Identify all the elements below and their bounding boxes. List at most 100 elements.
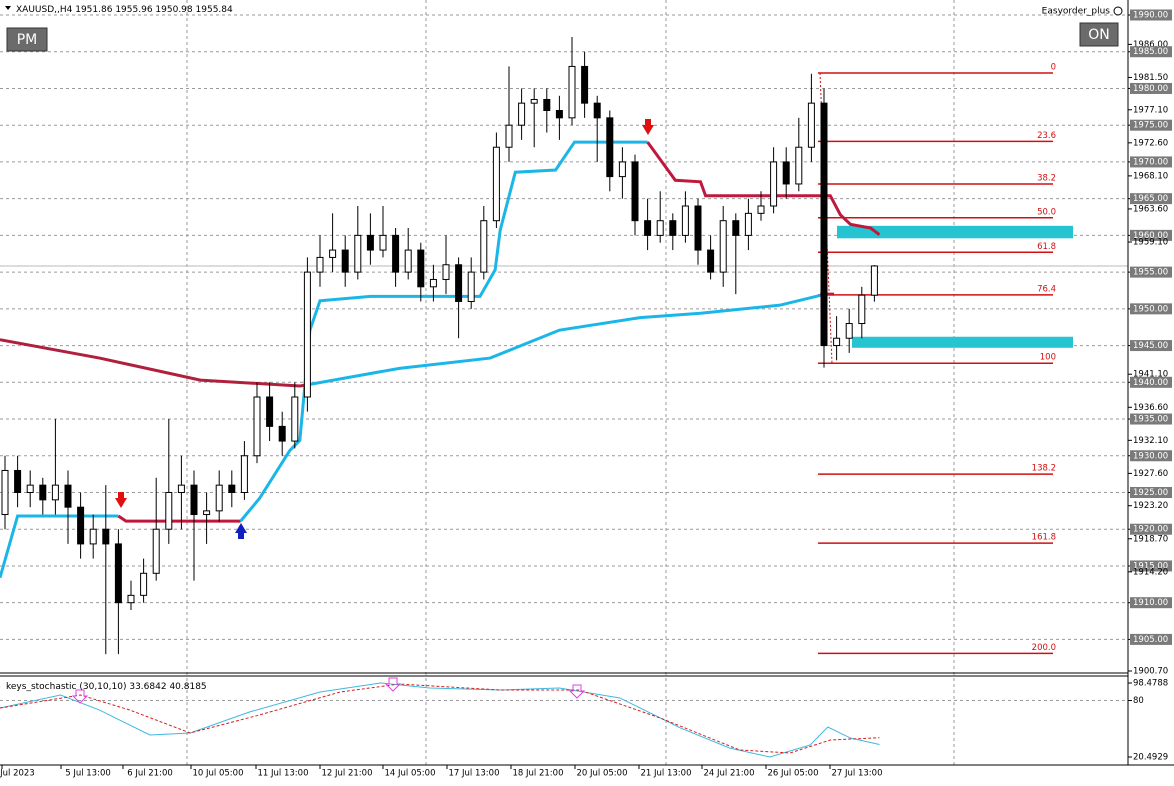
axis-label: 1977.10 xyxy=(1133,105,1168,115)
on-button[interactable]: ON xyxy=(1079,22,1119,47)
axis-label: 1986.00 xyxy=(1133,40,1168,50)
axis-label: 1965.00 xyxy=(1133,194,1168,204)
candle-body xyxy=(152,528,160,574)
axis-label: 1914.20 xyxy=(1133,567,1168,577)
candle-body xyxy=(379,234,387,251)
axis-label-box xyxy=(1130,9,1172,21)
candle-body xyxy=(392,234,400,273)
indicator-line xyxy=(646,141,881,236)
candle-body xyxy=(631,161,639,222)
candle-body xyxy=(316,256,324,273)
button-bg[interactable] xyxy=(1079,22,1119,47)
fibo-label: 161.8 xyxy=(1032,533,1056,543)
axis-label: 1932.10 xyxy=(1133,436,1168,446)
axis-label-box xyxy=(1130,340,1172,352)
button-label[interactable]: PM xyxy=(17,32,38,48)
axis-label: 1955.00 xyxy=(1133,268,1168,278)
axis-label-box xyxy=(1130,119,1172,131)
axis-label: 1925.00 xyxy=(1133,488,1168,498)
stoch-name: keys_stochastic (30,10,10) xyxy=(6,682,126,692)
grid xyxy=(186,0,955,765)
candle-body xyxy=(820,102,828,347)
axis-label-box xyxy=(1130,413,1172,425)
candle-body xyxy=(492,146,500,222)
candle-body xyxy=(253,396,261,457)
menu-triangle[interactable] xyxy=(5,6,11,10)
stoch-value: 33.6842 xyxy=(129,682,166,692)
indicator-line xyxy=(0,514,119,579)
sell-arrow xyxy=(642,119,654,135)
candle-body xyxy=(190,484,198,516)
time-label: 21 Jul 13:00 xyxy=(641,769,692,779)
candle-body xyxy=(26,484,34,493)
candle-body xyxy=(177,484,185,493)
fibo-label: 61.8 xyxy=(1037,242,1056,252)
candle-body xyxy=(505,124,513,148)
time-label: 11 Jul 13:00 xyxy=(258,769,309,779)
candle-body xyxy=(669,220,677,236)
candle-body xyxy=(366,234,374,251)
axis-label-box xyxy=(1130,229,1172,241)
stochastic-pane: 98.4788 80 20.4929 xyxy=(0,679,1168,763)
axis-label-box xyxy=(1130,46,1172,58)
axis-label: 1950.00 xyxy=(1133,304,1168,314)
time-label: 24 Jul 21:00 xyxy=(704,769,755,779)
time-axis: 4 Jul 2023 5 Jul 13:00 6 Jul 21:00 10 Jul 0… xyxy=(0,765,882,779)
axis-label: 1930.00 xyxy=(1133,451,1168,461)
button-bg[interactable] xyxy=(6,27,48,52)
candle-body xyxy=(404,249,412,273)
candle-body xyxy=(858,294,866,325)
candle-body xyxy=(442,264,450,280)
candle-body xyxy=(681,205,689,236)
stoch-line xyxy=(0,682,880,758)
candle-body xyxy=(89,528,97,545)
axis-label-box xyxy=(1130,303,1172,315)
indicator-line xyxy=(0,338,306,388)
axis-label: 1927.60 xyxy=(1133,469,1168,479)
candle-body xyxy=(543,98,551,111)
sell-arrow xyxy=(115,492,127,508)
candle-body xyxy=(278,425,286,442)
stoch-value: 40.8185 xyxy=(169,682,206,692)
candle-body xyxy=(240,455,248,493)
candle-body xyxy=(417,249,425,288)
quote: 1951.86 xyxy=(75,5,112,15)
candle-body xyxy=(782,161,790,185)
axis-label: 1972.60 xyxy=(1133,138,1168,148)
candle-body xyxy=(429,278,437,288)
candle-body xyxy=(215,484,223,512)
axis-label-box xyxy=(1130,486,1172,498)
axis-label: 1980.00 xyxy=(1133,84,1168,94)
indicator-line xyxy=(117,514,241,523)
axis-label: 1975.00 xyxy=(1133,121,1168,131)
button-label[interactable]: ON xyxy=(1088,27,1110,43)
candle-body xyxy=(165,491,173,530)
axis-label-box xyxy=(1130,633,1172,645)
time-label: 18 Jul 21:00 xyxy=(513,769,564,779)
candle-body xyxy=(266,396,274,427)
candle-body xyxy=(64,484,72,508)
candle-body xyxy=(845,323,853,339)
expert-name: Easyorder_plus xyxy=(1042,7,1111,17)
axis-label: 1920.00 xyxy=(1133,525,1168,535)
candle-body xyxy=(656,220,664,236)
fibo-label: 100 xyxy=(1040,353,1056,363)
candle-body xyxy=(291,396,299,442)
axis-label-box xyxy=(1130,376,1172,388)
axis-label: 1970.00 xyxy=(1133,157,1168,167)
candle-body xyxy=(127,594,135,604)
pm-button[interactable]: PM xyxy=(6,27,48,52)
time-label: 17 Jul 13:00 xyxy=(449,769,500,779)
stoch-tick-label: 20.4929 xyxy=(1133,753,1168,763)
axis-label: 1990.00 xyxy=(1133,11,1168,21)
time-label: 27 Jul 13:00 xyxy=(832,769,883,779)
candle-body xyxy=(329,249,337,258)
axis-label-box xyxy=(1130,82,1172,94)
candle-body xyxy=(51,484,59,501)
axis-label-box xyxy=(1130,266,1172,278)
candle-body xyxy=(77,506,85,545)
zone xyxy=(837,225,1073,239)
stoch-label: keys_stochastic (30,10,10) 33.6842 40.81… xyxy=(6,682,207,692)
